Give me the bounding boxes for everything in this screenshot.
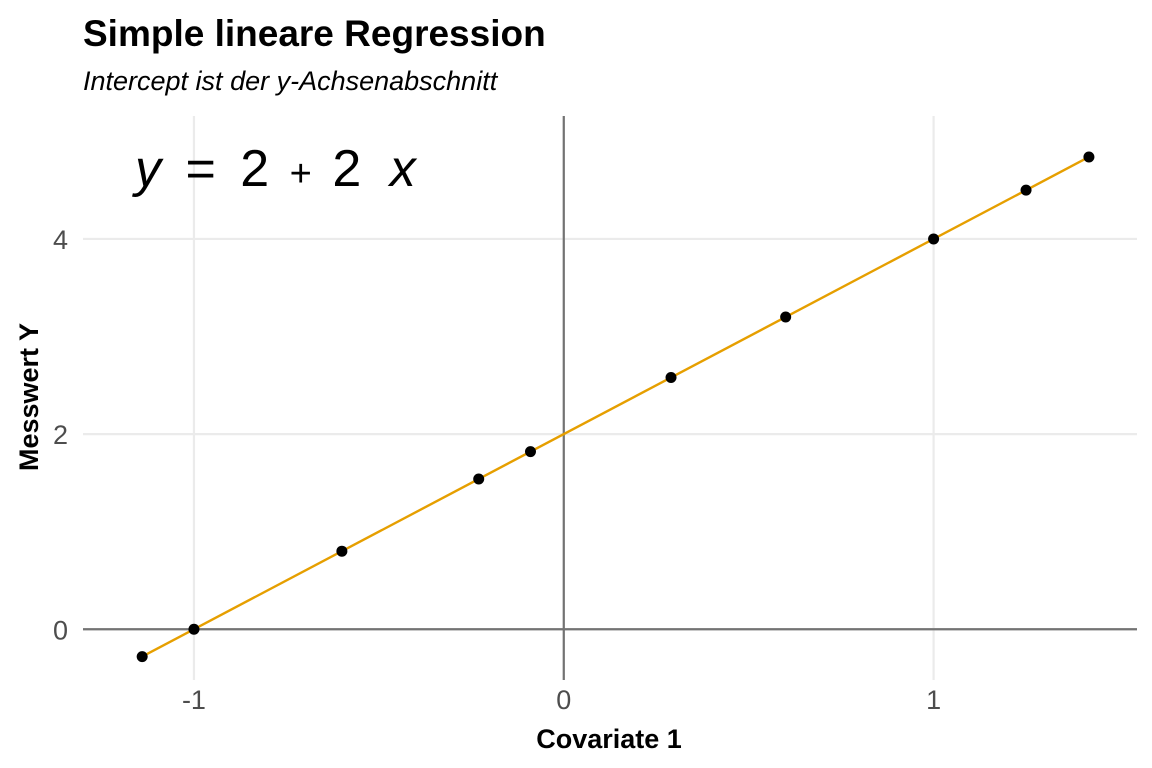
data-points: [136, 151, 1095, 663]
data-point-5: [665, 372, 677, 384]
data-point-7: [928, 233, 940, 245]
data-point-2: [336, 545, 348, 557]
equation-x: x: [387, 140, 418, 198]
equation-y: y: [132, 140, 164, 198]
chart-title: Simple lineare Regression: [83, 13, 546, 54]
data-point-6: [780, 311, 792, 323]
x-tick-label-1: 0: [556, 685, 571, 715]
reference-lines: [83, 116, 1137, 680]
data-point-0: [136, 651, 148, 663]
x-tick-labels: -1 0 1: [182, 685, 941, 715]
regression-line: [141, 155, 1090, 658]
equation-slope: 2: [332, 140, 361, 198]
data-point-3: [473, 473, 485, 485]
regression-fit: [141, 155, 1090, 658]
data-point-1: [188, 623, 200, 635]
y-tick-label-0: 0: [53, 615, 68, 645]
y-tick-label-2: 4: [53, 225, 68, 255]
equation-plus: +: [290, 153, 312, 195]
regression-equation: y = 2 + 2 x: [132, 140, 418, 198]
x-tick-label-2: 1: [926, 685, 941, 715]
data-point-9: [1083, 151, 1095, 163]
data-point-4: [524, 446, 536, 458]
x-axis-label: Covariate 1: [536, 724, 682, 754]
y-tick-label-1: 2: [53, 420, 68, 450]
chart-subtitle: Intercept ist der y-Achsenabschnitt: [83, 66, 499, 96]
y-axis-label: Messwert Y: [14, 323, 44, 471]
data-point-8: [1020, 184, 1032, 196]
y-tick-labels: 0 2 4: [53, 225, 68, 645]
x-tick-label-0: -1: [182, 685, 206, 715]
grid-lines: [83, 116, 1137, 680]
equation-equals: =: [185, 140, 215, 198]
equation-intercept: 2: [240, 140, 269, 198]
